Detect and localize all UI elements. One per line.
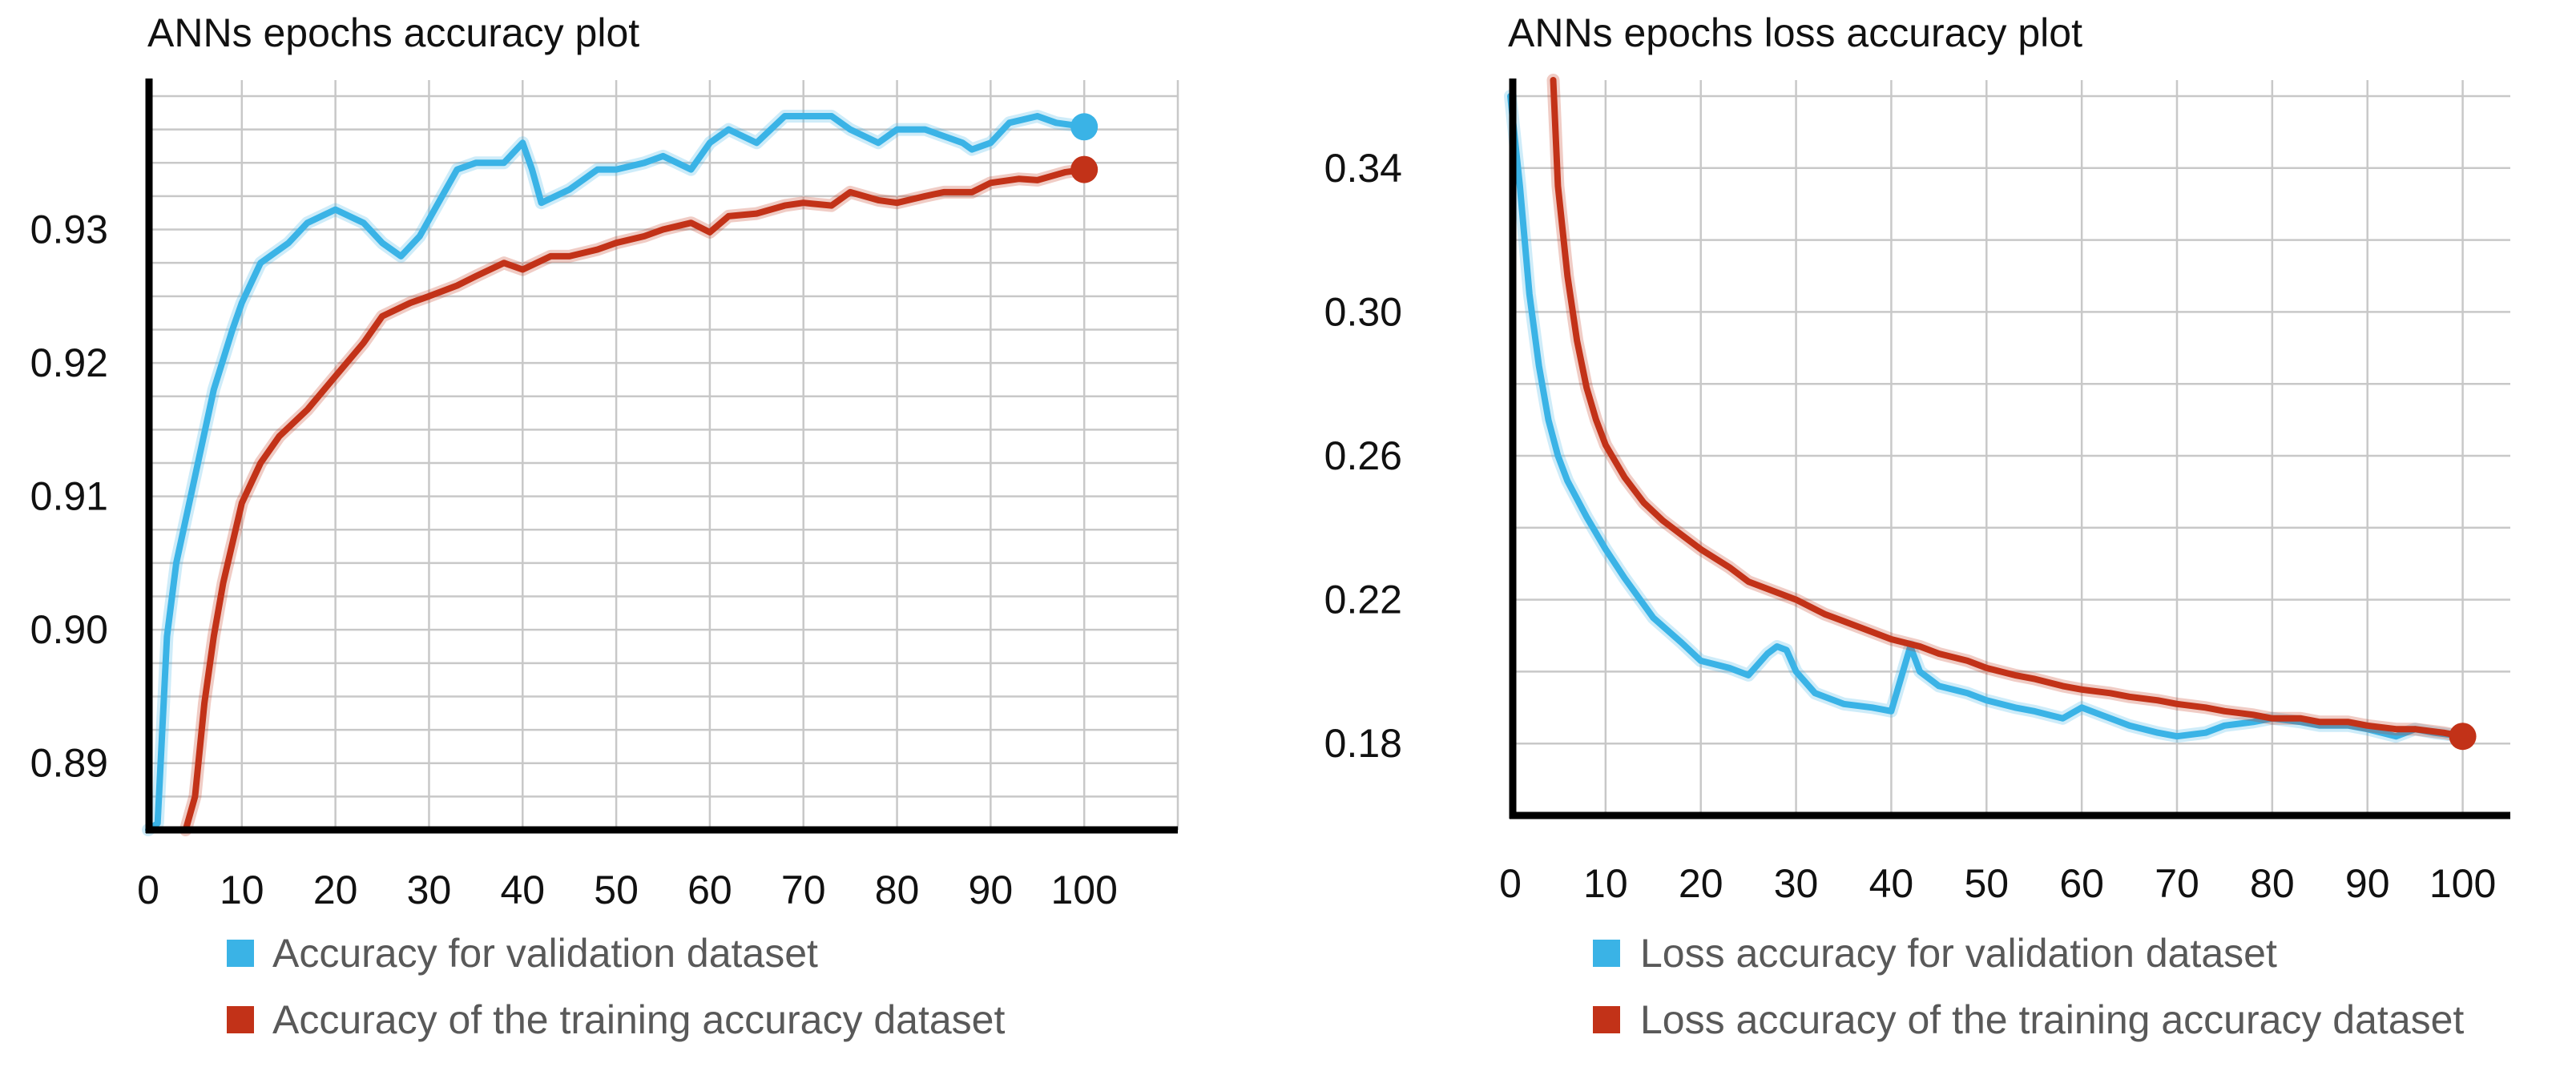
x-tick-label: 0 — [137, 868, 159, 912]
x-tick-label: 30 — [407, 868, 452, 912]
x-tick-label: 10 — [1583, 861, 1628, 906]
x-tick-label: 20 — [1679, 861, 1723, 906]
y-tick-label: 0.30 — [1324, 289, 1402, 334]
accuracy-chart-axes — [145, 79, 1178, 834]
x-tick-label: 80 — [2250, 861, 2295, 906]
y-tick-label: 0.90 — [30, 607, 108, 652]
x-tick-label: 50 — [594, 868, 639, 912]
x-tick-label: 70 — [781, 868, 826, 912]
y-tick-label: 0.89 — [30, 741, 108, 786]
legend-swatch-training-loss — [1593, 1006, 1620, 1033]
accuracy-chart-legend: Accuracy for validation dataset Accuracy… — [227, 931, 1005, 1042]
series-halo-training-loss — [1546, 74, 2469, 743]
legend-label-validation-loss: Loss accuracy for validation dataset — [1640, 931, 2277, 976]
loss-chart-series — [1504, 74, 2477, 751]
end-marker — [1070, 113, 1099, 141]
series-line-training-loss — [1550, 77, 2466, 740]
legend-swatch-validation-loss — [1593, 940, 1620, 967]
x-tick-label: 70 — [2155, 861, 2199, 906]
accuracy-chart-panel: ANNs epochs accuracy plot 0 10 20 30 40 50 60 7… — [30, 10, 1179, 1042]
series-line-validation-accuracy — [145, 113, 1088, 833]
x-tick-label: 60 — [2059, 861, 2104, 906]
x-tick-label: 90 — [969, 868, 1014, 912]
end-marker — [1070, 155, 1099, 183]
loss-chart-x-ticks: 0 10 20 30 40 50 60 70 80 90 100 — [1499, 861, 2496, 906]
x-tick-label: 90 — [2345, 861, 2390, 906]
y-tick-label: 0.92 — [30, 340, 108, 385]
y-tick-label: 0.18 — [1324, 721, 1402, 766]
y-tick-label: 0.22 — [1324, 578, 1402, 622]
accuracy-chart-x-ticks: 0 10 20 30 40 50 60 70 80 90 100 — [137, 868, 1118, 912]
y-tick-label: 0.93 — [30, 207, 108, 252]
legend-label-validation: Accuracy for validation dataset — [272, 931, 818, 976]
x-tick-label: 30 — [1774, 861, 1819, 906]
loss-chart-axes — [1509, 79, 2510, 819]
x-tick-label: 40 — [1869, 861, 1914, 906]
x-tick-label: 20 — [313, 868, 358, 912]
accuracy-chart-y-ticks: 0.89 0.90 0.91 0.92 0.93 — [30, 207, 108, 786]
x-tick-label: 100 — [1050, 868, 1117, 912]
x-tick-label: 100 — [2429, 861, 2496, 906]
series-line-training-accuracy — [182, 166, 1088, 833]
accuracy-chart-series — [142, 110, 1099, 836]
x-tick-label: 80 — [875, 868, 920, 912]
loss-chart-panel: ANNs epochs loss accuracy plot 0 10 20 30 40… — [1324, 10, 2510, 1042]
legend-label-training: Accuracy of the training accuracy datase… — [272, 997, 1005, 1042]
loss-chart-y-ticks: 0.18 0.22 0.26 0.30 0.34 — [1324, 146, 1402, 766]
x-tick-label: 0 — [1499, 861, 1522, 906]
y-tick-label: 0.26 — [1324, 433, 1402, 478]
y-tick-label: 0.34 — [1324, 146, 1402, 191]
end-marker — [2449, 723, 2477, 751]
x-tick-label: 10 — [220, 868, 264, 912]
accuracy-chart-grid — [147, 80, 1179, 830]
x-tick-label: 60 — [687, 868, 732, 912]
loss-chart-title: ANNs epochs loss accuracy plot — [1508, 10, 2082, 55]
x-tick-label: 40 — [500, 868, 545, 912]
accuracy-chart-title: ANNs epochs accuracy plot — [147, 10, 639, 55]
legend-label-training-loss: Loss accuracy of the training accuracy d… — [1640, 997, 2464, 1042]
legend-swatch-validation — [227, 940, 254, 967]
x-tick-label: 50 — [1964, 861, 2009, 906]
y-tick-label: 0.91 — [30, 474, 108, 519]
legend-swatch-training — [227, 1006, 254, 1033]
loss-chart-legend: Loss accuracy for validation dataset Los… — [1593, 931, 2464, 1042]
